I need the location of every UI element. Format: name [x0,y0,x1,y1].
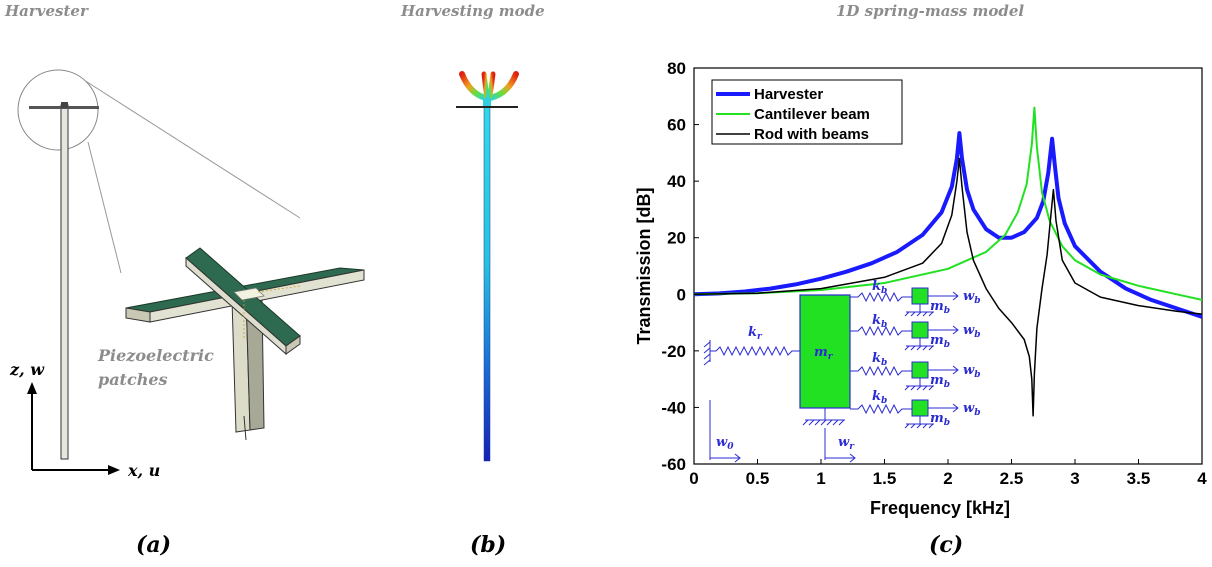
y-tick-label: -60 [661,455,686,474]
x-tick-label: 1 [816,469,825,488]
x-tick-label: 0 [689,469,698,488]
harvester-rod-cap [61,102,68,108]
mode-joint [483,98,491,106]
symbol-kb-4: kb [872,389,887,406]
mode-arm-right [487,71,519,101]
symbol-mb-2: mb [930,333,950,350]
x-tick-label: 2 [943,469,952,488]
legend-label-cantilever: Cantilever beam [754,106,870,123]
symbol-kr: kr [748,325,763,342]
label-panel-b: (b) [470,532,507,558]
zoom-line-lower [87,141,122,274]
x-axis-label: x, u [127,461,160,480]
legend-label-rod: Rod with beams [754,126,869,143]
symbol-kb-1: kb [872,279,887,296]
y-tick-label: 0 [677,285,686,304]
patch-label-line1: Piezoelectric [97,346,214,365]
inset-wr-arrowhead [849,453,856,463]
symbol-wr: wr [838,435,855,452]
symbol-wb-3: wb [963,363,981,380]
series-harvester-line [693,131,1203,319]
series-cantilever-line [693,106,1203,301]
legend-label-harvester: Harvester [754,86,823,103]
inset-mr-ground-hatch [802,419,845,426]
x-tick-label: 0.5 [746,469,770,488]
z-arrow-head [27,382,37,394]
title-spring-mass-model: 1D spring-mass model [836,2,1025,20]
symbol-w0: w0 [716,435,734,452]
x-tick-label: 4 [1197,469,1207,488]
symbol-wb-2: wb [963,323,981,340]
y-tick-label: 40 [667,172,686,191]
x-tick-label: 3.5 [1127,469,1151,488]
y-tick-label: 80 [667,59,686,78]
y-axis-label: Transmission [dB] [634,187,654,344]
inset-branch-2 [850,321,959,351]
inset-branch-4 [850,399,959,429]
symbol-mr: mr [814,345,834,362]
mode-undeformed-beams [456,106,518,108]
title-harvester: Harvester [5,2,88,20]
panel-a-harvester-drawing: Piezoelectric patches z, w x, u [9,69,365,480]
symbol-mb-1: mb [930,299,950,316]
inset-wall-hatch [703,341,711,366]
mode-arm-left [459,71,489,101]
zoom-line-upper [83,79,301,219]
inset-branch-1 [850,287,959,317]
x-axis-label: Frequency [kHz] [870,498,1010,518]
symbol-mb-3: mb [930,373,950,390]
x-tick-label: 2.5 [1000,469,1024,488]
label-panel-c: (c) [929,532,964,558]
y-tick-label: 60 [667,116,686,135]
title-harvesting-mode: Harvesting mode [401,2,545,20]
y-tick-label: 20 [667,229,686,248]
inset-branch-3 [850,361,959,391]
inset-spring-kr [710,345,800,357]
y-tick-label: -20 [661,342,686,361]
spring-mass-inset [703,287,959,463]
inset-w0-arrowhead [734,453,741,463]
transmission-chart: 0 0.5 1 1.5 2 2.5 3 3.5 4 -60 -40 -20 0 20 40 60 80 Freq… [634,59,1207,518]
patch-label-line2: patches [98,370,168,389]
z-axis-label: z, w [9,360,45,379]
symbol-mb-4: mb [930,411,950,428]
label-panel-a: (a) [136,532,172,558]
symbol-wb-4: wb [963,401,981,418]
x-tick-label: 3 [1070,469,1079,488]
series-rod-line [693,157,1203,417]
x-tick-label: 1.5 [873,469,897,488]
symbol-wb-1: wb [963,289,981,306]
symbol-kb-3: kb [872,351,887,368]
symbol-kb-2: kb [872,313,887,330]
x-arrow-head [108,465,120,475]
zoom-circle [17,69,99,151]
panel-b-mode-shape [456,71,519,462]
zoomed-cross-structure [125,247,365,441]
y-tick-label: -40 [661,398,686,417]
legend: Harvester Cantilever beam Rod with beams [711,79,903,145]
